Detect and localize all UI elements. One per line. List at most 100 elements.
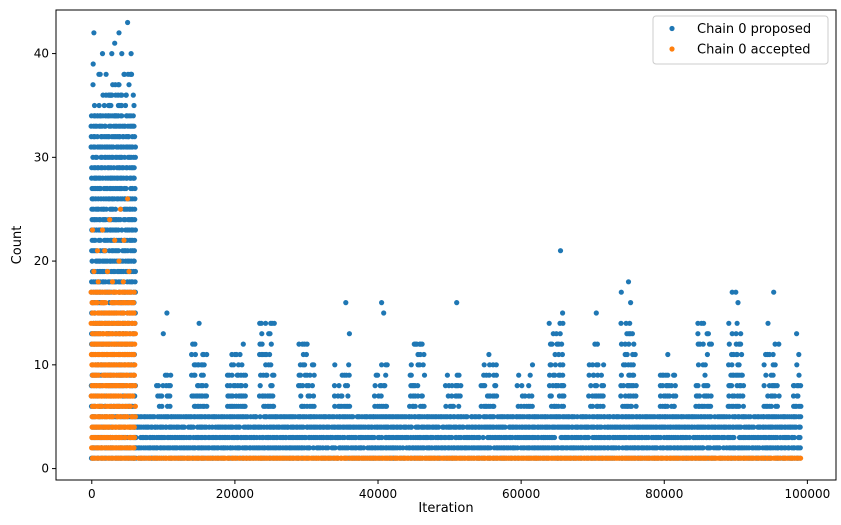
data-point: [151, 414, 157, 420]
data-point: [761, 362, 767, 368]
data-point: [618, 393, 624, 399]
data-point: [303, 351, 309, 358]
data-point: [229, 372, 235, 378]
data-point: [115, 248, 122, 254]
data-point: [257, 383, 263, 389]
data-point: [618, 289, 624, 295]
data-point: [107, 92, 113, 98]
data-point: [622, 341, 628, 347]
data-point: [632, 351, 638, 358]
data-point: [790, 393, 797, 399]
data-point: [325, 445, 331, 451]
data-point: [726, 341, 732, 347]
data-point: [92, 113, 98, 119]
x-tick-label: 20000: [216, 487, 254, 501]
data-point: [298, 372, 304, 378]
data-point: [271, 403, 277, 409]
series-layer: [88, 19, 804, 461]
data-point: [125, 19, 131, 26]
data-point: [346, 362, 352, 368]
data-point: [548, 393, 554, 399]
data-point: [794, 331, 800, 337]
data-point: [595, 372, 601, 378]
data-point: [375, 372, 381, 378]
data-point: [590, 362, 596, 368]
data-point: [412, 403, 418, 409]
series-accepted: [88, 196, 804, 461]
data-point: [514, 445, 521, 451]
data-point: [733, 331, 739, 337]
data-point: [267, 331, 273, 337]
data-point: [123, 92, 129, 98]
data-point: [493, 362, 499, 368]
data-point: [371, 434, 377, 441]
data-point: [112, 206, 119, 212]
data-point: [190, 424, 196, 430]
data-point: [598, 372, 605, 378]
axes-background: [56, 10, 836, 480]
data-point: [117, 217, 123, 223]
data-point: [546, 320, 552, 326]
axes-frame: [55, 9, 837, 481]
data-point: [117, 206, 123, 212]
data-point: [131, 123, 137, 129]
data-point: [383, 403, 390, 409]
data-point: [516, 372, 522, 378]
data-point: [450, 403, 457, 409]
data-point: [415, 383, 421, 389]
data-point: [654, 445, 660, 451]
data-point: [95, 279, 101, 285]
data-point: [791, 434, 797, 441]
data-point: [200, 372, 206, 378]
data-point: [310, 393, 317, 399]
data-point: [739, 351, 745, 358]
data-point: [672, 383, 678, 389]
data-point: [738, 341, 744, 347]
x-tick-label: 100000: [784, 487, 830, 501]
data-point: [132, 134, 138, 140]
data-point: [98, 113, 104, 119]
data-point: [268, 320, 274, 326]
data-point: [307, 372, 313, 378]
data-point: [774, 403, 781, 409]
data-point: [131, 424, 137, 430]
data-point: [130, 300, 137, 306]
data-point: [408, 372, 414, 378]
data-point: [695, 383, 701, 389]
data-point: [705, 383, 711, 389]
data-point: [734, 320, 740, 326]
data-point: [486, 351, 492, 358]
data-point: [464, 414, 470, 420]
data-point: [618, 341, 625, 347]
data-point: [302, 362, 308, 368]
data-point: [560, 403, 567, 409]
data-point: [494, 393, 500, 399]
data-point: [421, 351, 427, 358]
data-point: [770, 372, 776, 378]
data-point: [128, 51, 134, 57]
data-point: [770, 351, 776, 358]
data-point: [444, 372, 450, 378]
data-point: [794, 362, 800, 368]
data-point: [594, 341, 601, 347]
data-point: [90, 61, 96, 67]
data-point: [776, 341, 782, 347]
data-point: [736, 403, 742, 409]
data-point: [113, 92, 119, 98]
data-point: [729, 383, 735, 389]
data-point: [740, 383, 747, 389]
data-point: [772, 341, 778, 347]
data-point: [242, 403, 248, 409]
data-point: [708, 403, 714, 409]
data-point: [131, 165, 137, 171]
data-point: [192, 341, 198, 347]
data-point: [94, 300, 100, 306]
data-point: [131, 289, 137, 295]
data-point: [633, 403, 639, 409]
y-axis: 0 10 20 30 40: [34, 47, 56, 476]
data-point: [132, 185, 138, 192]
data-point: [630, 362, 636, 368]
data-point: [798, 403, 804, 409]
data-point: [768, 403, 775, 409]
legend: Chain 0 proposed Chain 0 accepted: [652, 15, 829, 65]
